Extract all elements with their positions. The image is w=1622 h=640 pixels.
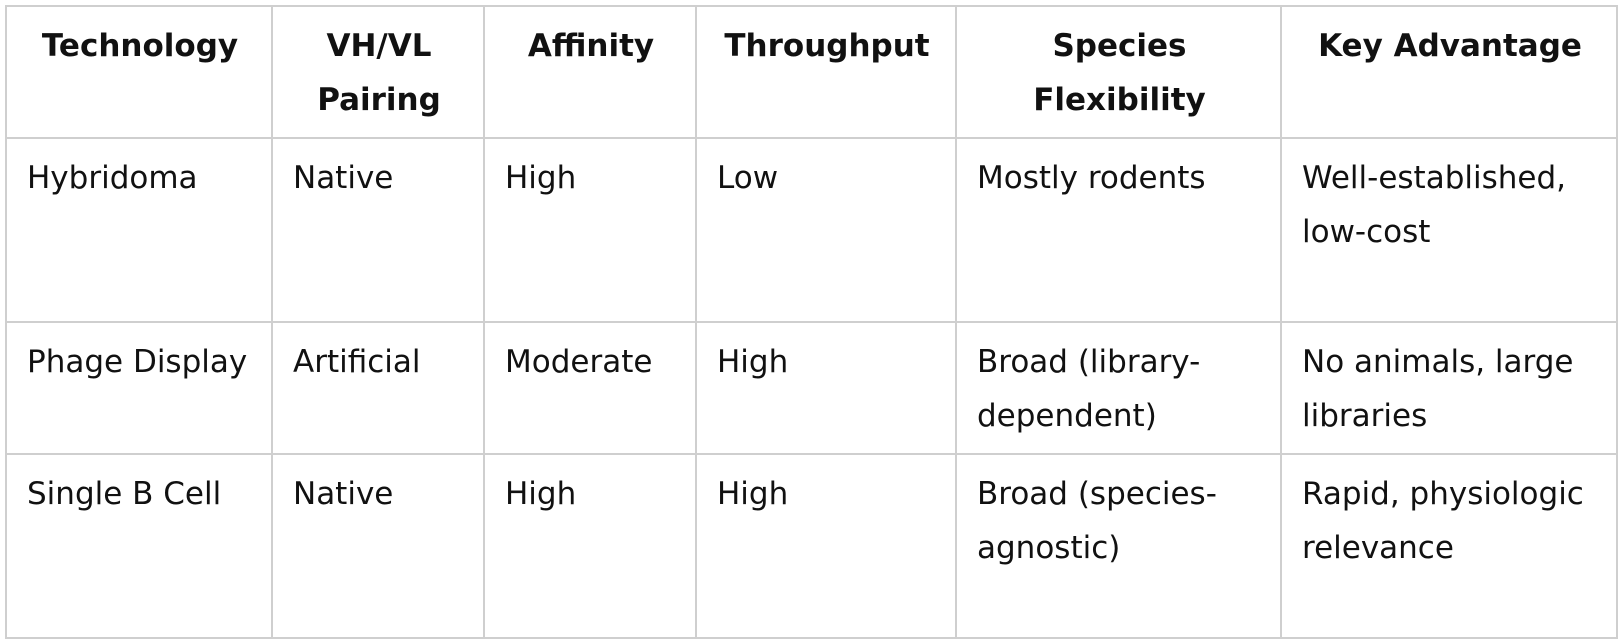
table-cell: Rapid, physiologic relevance (1280, 453, 1618, 639)
table-cell: Broad (species-agnostic) (955, 453, 1282, 639)
table-cell: Native (271, 453, 485, 639)
table-cell: High (483, 137, 697, 323)
table-cell: High (695, 453, 957, 639)
table-cell: No animals, large libraries (1280, 321, 1618, 455)
table-cell: High (483, 453, 697, 639)
table-cell: Artificial (271, 321, 485, 455)
table-cell: Broad (library-dependent) (955, 321, 1282, 455)
header-cell: Throughput (695, 5, 957, 139)
table-row: Phage Display Artificial Moderate High Broad… (5, 321, 1618, 455)
table-cell: High (695, 321, 957, 455)
table-cell: Moderate (483, 321, 697, 455)
header-cell: Key Advantage (1280, 5, 1618, 139)
table-cell: Mostly rodents (955, 137, 1282, 323)
table-cell: Native (271, 137, 485, 323)
header-cell: Technology (5, 5, 273, 139)
table-row: Single B Cell Native High High Broad (specie… (5, 453, 1618, 639)
comparison-table: Technology VH/VL Pairing Affinity Throughpu… (5, 5, 1618, 639)
table-cell: Phage Display (5, 321, 273, 455)
header-row: Technology VH/VL Pairing Affinity Throughpu… (5, 5, 1618, 139)
table-cell: Hybridoma (5, 137, 273, 323)
header-cell: Affinity (483, 5, 697, 139)
header-cell: VH/VL Pairing (271, 5, 485, 139)
table-body: Hybridoma Native High Low Mostly rodents Well… (5, 137, 1618, 639)
table-row: Hybridoma Native High Low Mostly rodents Well… (5, 137, 1618, 323)
header-cell: Species Flexibility (955, 5, 1282, 139)
table-cell: Low (695, 137, 957, 323)
table-cell: Single B Cell (5, 453, 273, 639)
table-cell: Well-established, low-cost (1280, 137, 1618, 323)
